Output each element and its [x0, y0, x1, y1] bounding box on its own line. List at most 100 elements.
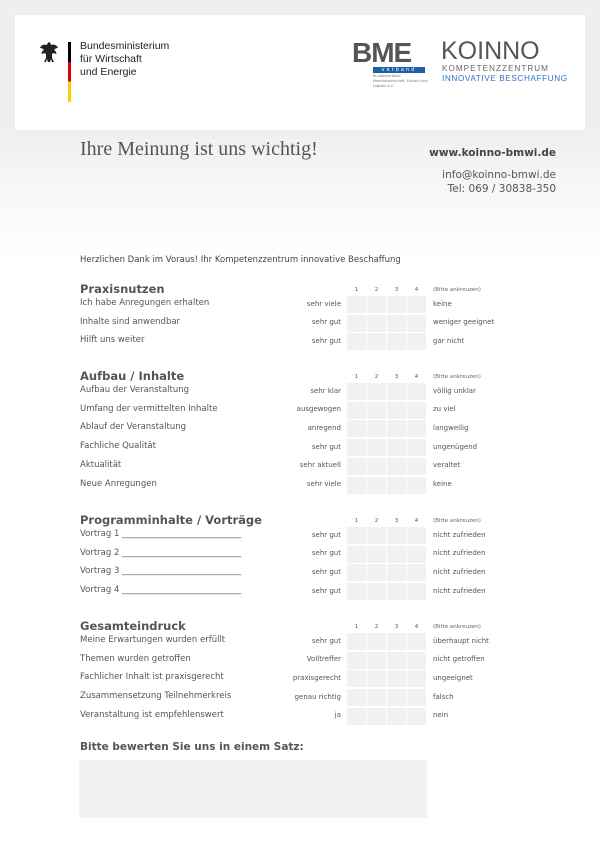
rating-checkbox[interactable] — [367, 633, 386, 650]
rating-checkbox[interactable] — [347, 670, 366, 688]
rate-textarea[interactable] — [79, 760, 427, 818]
rating-checkbox[interactable] — [407, 476, 426, 494]
rating-checkbox[interactable] — [387, 545, 406, 563]
rating-checkbox[interactable] — [407, 333, 426, 351]
scale-number: 4 — [414, 518, 419, 524]
scale-left-anchor: sehr gut — [311, 336, 341, 345]
koinno-logo: KOINNO — [441, 37, 540, 65]
rating-checkbox[interactable] — [387, 527, 406, 544]
question-label: Hilft uns weiter — [80, 335, 145, 346]
rating-checkbox[interactable] — [407, 527, 426, 544]
scale-number: 2 — [374, 287, 379, 293]
rating-checkbox[interactable] — [387, 333, 406, 351]
rating-checkbox[interactable] — [347, 420, 366, 438]
rating-checkbox[interactable] — [347, 457, 366, 475]
scale-hint: (Bitte ankreuzen) — [433, 518, 481, 524]
rating-checkbox[interactable] — [387, 564, 406, 582]
rating-checkbox[interactable] — [347, 383, 366, 400]
rating-checkbox[interactable] — [347, 401, 366, 419]
scale-number: 2 — [374, 624, 379, 630]
bme-logo-subtitle: Bundesverband Materialwirtschaft, Einkau… — [373, 74, 428, 88]
rating-checkbox[interactable] — [407, 383, 426, 400]
rating-checkbox[interactable] — [407, 314, 426, 332]
rating-checkbox[interactable] — [387, 439, 406, 457]
rating-checkbox[interactable] — [407, 401, 426, 419]
rating-checkbox[interactable] — [387, 457, 406, 475]
rating-checkbox[interactable] — [387, 651, 406, 669]
rating-checkbox[interactable] — [367, 439, 386, 457]
rating-checkbox[interactable] — [367, 545, 386, 563]
rating-checkbox[interactable] — [367, 583, 386, 601]
rating-checkbox[interactable] — [407, 689, 426, 707]
rating-checkbox[interactable] — [387, 420, 406, 438]
scale-number: 1 — [354, 374, 359, 380]
scale-number: 3 — [394, 518, 399, 524]
rating-checkbox[interactable] — [387, 401, 406, 419]
website-link[interactable]: www.koinno-bmwi.de — [429, 147, 556, 159]
rating-checkbox[interactable] — [407, 707, 426, 725]
rating-checkbox[interactable] — [407, 420, 426, 438]
rating-checkbox[interactable] — [347, 651, 366, 669]
thanks-text: Herzlichen Dank im Voraus! Ihr Kompetenz… — [80, 255, 401, 265]
rating-checkbox[interactable] — [347, 439, 366, 457]
rating-checkbox[interactable] — [387, 296, 406, 313]
rating-checkbox[interactable] — [407, 564, 426, 582]
scale-number: 2 — [374, 518, 379, 524]
rating-checkbox[interactable] — [407, 651, 426, 669]
rating-checkbox[interactable] — [347, 333, 366, 351]
rating-checkbox[interactable] — [347, 689, 366, 707]
rating-checkbox[interactable] — [347, 633, 366, 650]
rating-checkbox[interactable] — [387, 383, 406, 400]
rating-checkbox[interactable] — [367, 689, 386, 707]
rating-checkbox[interactable] — [387, 670, 406, 688]
rating-checkbox[interactable] — [407, 670, 426, 688]
rating-checkbox[interactable] — [347, 296, 366, 313]
rating-checkbox[interactable] — [387, 476, 406, 494]
scale-left-anchor: sehr gut — [311, 586, 341, 595]
rating-checkbox[interactable] — [407, 296, 426, 313]
scale-left-anchor: praxisgerecht — [292, 673, 341, 682]
scale-left-anchor: Volltreffer — [306, 655, 341, 664]
scale-left-anchor: sehr gut — [311, 549, 341, 558]
rating-checkbox[interactable] — [347, 707, 366, 725]
rating-checkbox[interactable] — [347, 545, 366, 563]
page-title: Ihre Meinung ist uns wichtig! — [80, 138, 318, 160]
section-title: Aufbau / Inhalte — [80, 369, 185, 383]
rating-checkbox[interactable] — [407, 457, 426, 475]
rating-checkbox[interactable] — [367, 670, 386, 688]
rating-checkbox[interactable] — [367, 296, 386, 313]
question-label: Zusammensetzung Teilnehmerkreis — [80, 691, 232, 702]
rating-checkbox[interactable] — [387, 689, 406, 707]
rating-checkbox[interactable] — [367, 457, 386, 475]
scale-hint: (Bitte ankreuzen) — [433, 287, 481, 293]
rating-checkbox[interactable] — [367, 651, 386, 669]
rating-checkbox[interactable] — [387, 633, 406, 650]
rating-checkbox[interactable] — [407, 583, 426, 601]
rating-checkbox[interactable] — [367, 564, 386, 582]
scale-left-anchor: sehr viele — [306, 299, 341, 308]
rating-checkbox[interactable] — [367, 333, 386, 351]
ministry-line: Bundesministerium — [80, 40, 170, 52]
rating-checkbox[interactable] — [347, 527, 366, 544]
rating-checkbox[interactable] — [367, 476, 386, 494]
rating-checkbox[interactable] — [387, 314, 406, 332]
rating-checkbox[interactable] — [407, 545, 426, 563]
rating-checkbox[interactable] — [407, 633, 426, 650]
rating-checkbox[interactable] — [367, 314, 386, 332]
scale-left-anchor: sehr gut — [311, 442, 341, 451]
rating-checkbox[interactable] — [347, 564, 366, 582]
scale-right-anchor: keine — [433, 480, 452, 488]
rating-checkbox[interactable] — [387, 707, 406, 725]
rating-checkbox[interactable] — [347, 314, 366, 332]
scale-right-anchor: gar nicht — [433, 336, 465, 345]
rating-checkbox[interactable] — [367, 420, 386, 438]
rating-checkbox[interactable] — [367, 401, 386, 419]
rating-checkbox[interactable] — [347, 583, 366, 601]
rating-checkbox[interactable] — [347, 476, 366, 494]
rating-checkbox[interactable] — [367, 707, 386, 725]
rating-checkbox[interactable] — [367, 527, 386, 544]
rating-checkbox[interactable] — [387, 583, 406, 601]
rating-checkbox[interactable] — [367, 383, 386, 400]
email-link[interactable]: info@koinno-bmwi.de — [442, 169, 556, 181]
rating-checkbox[interactable] — [407, 439, 426, 457]
